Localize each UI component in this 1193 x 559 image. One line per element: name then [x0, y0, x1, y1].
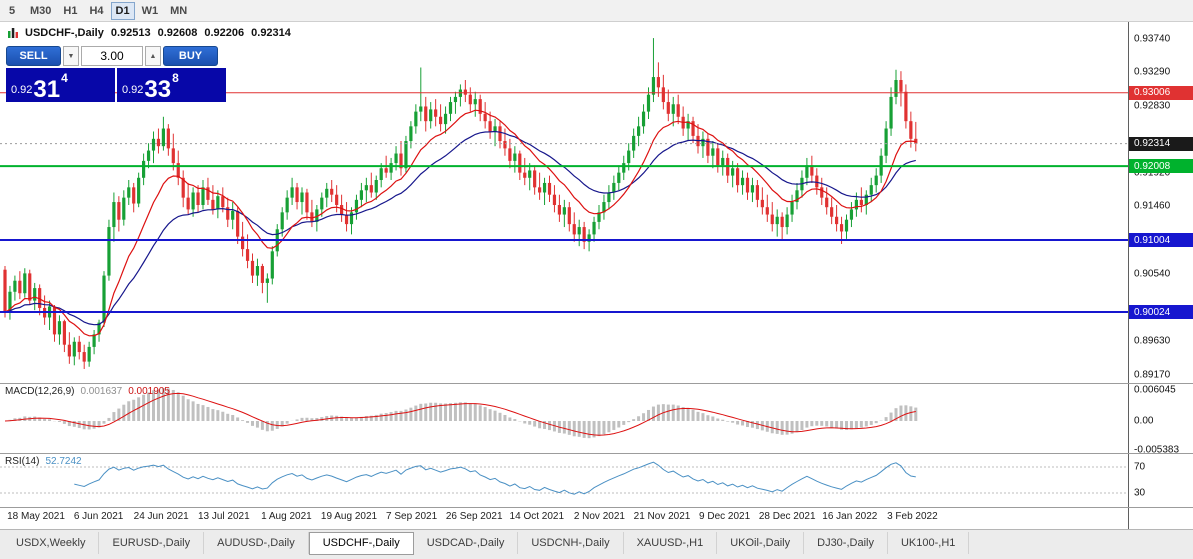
rsi-value: 52.7242 [45, 456, 82, 467]
price-tick: 0.93290 [1134, 66, 1171, 78]
time-axis-label: 13 Jul 2021 [197, 511, 250, 522]
chart-tab-uk100-h1[interactable]: UK100-,H1 [888, 532, 970, 554]
price-axis[interactable]: 0.937400.932900.928300.919200.914600.905… [1128, 22, 1193, 529]
timeframe-toolbar: 5 M30 H1 H4 D1 W1 MN [0, 0, 1193, 22]
pane-separator [0, 507, 1193, 508]
macd-axis-label: 0.006045 [1134, 384, 1176, 396]
time-axis-label: 6 Jun 2021 [73, 511, 124, 522]
rsi-indicator-label: RSI(14) 52.7242 [5, 456, 82, 467]
time-axis-label: 28 Dec 2021 [758, 511, 816, 522]
chart-tab-usdcnh-daily[interactable]: USDCNH-,Daily [518, 532, 624, 554]
ask-price-point: 8 [172, 71, 179, 85]
current-price-badge: 0.92314 [1129, 136, 1193, 151]
time-axis-label: 7 Sep 2021 [386, 511, 438, 522]
chart-title-line: USDCHF-,Daily 0.92513 0.92608 0.92206 0.… [8, 27, 291, 39]
timeframe-button-mn[interactable]: MN [170, 4, 188, 17]
chart-canvas[interactable] [0, 22, 1128, 507]
support-line-price-badge: 0.90024 [1129, 305, 1193, 320]
macd-indicator-label: MACD(12,26,9) 0.001637 0.001905 [5, 386, 170, 397]
support-line-price-badge: 0.91004 [1129, 233, 1193, 247]
price-tick: 0.93740 [1134, 33, 1171, 45]
one-click-trading-panel: SELL ▼ ▲ BUY 0.92 31 4 0.92 33 8 [6, 46, 226, 102]
volume-input[interactable] [81, 46, 143, 66]
chevron-down-icon: ▼ [67, 52, 75, 60]
time-axis[interactable]: 18 May 2021 6 Jun 2021 24 Jun 2021 13 Jul 2… [0, 507, 1128, 529]
time-axis-label: 19 Aug 2021 [320, 511, 378, 522]
macd-axis-label: 0.00 [1134, 415, 1154, 427]
macd-name: MACD(12,26,9) [5, 386, 75, 397]
time-axis-label: 26 Sep 2021 [445, 511, 503, 522]
price-tick: 0.92830 [1134, 100, 1171, 112]
time-axis-label: 18 May 2021 [7, 511, 65, 522]
ohlc-open: 0.92513 [110, 27, 151, 39]
bid-price-pips: 31 [33, 75, 61, 103]
chart-tab-dj30-daily[interactable]: DJ30-,Daily [804, 532, 888, 554]
symbol-name: USDCHF-,Daily [25, 27, 104, 39]
macd-main-value: 0.001637 [80, 386, 123, 397]
time-axis-label: 2 Nov 2021 [573, 511, 625, 522]
chart-icon [8, 28, 18, 38]
volume-stepper[interactable]: ▲ [145, 46, 161, 66]
bid-price-prefix: 0.92 [11, 84, 33, 96]
time-axis-label: 16 Jan 2022 [822, 511, 878, 522]
time-axis-label: 3 Feb 2022 [887, 511, 938, 522]
ohlc-high: 0.92608 [157, 27, 198, 39]
order-options-dropdown[interactable]: ▼ [63, 46, 79, 66]
chart-tab-bar: USDX,Weekly EURUSD-,Daily AUDUSD-,Daily USD… [0, 529, 1193, 559]
macd-axis-label: -0.005383 [1134, 444, 1180, 456]
timeframe-button-m30[interactable]: M30 [30, 4, 52, 17]
buy-button[interactable]: BUY [163, 46, 218, 66]
chart-tab-usdx-weekly[interactable]: USDX,Weekly [3, 532, 100, 554]
pane-separator[interactable] [0, 453, 1193, 454]
chart-tab-eurusd-daily[interactable]: EURUSD-,Daily [99, 532, 205, 554]
chart-tab-audusd-daily[interactable]: AUDUSD-,Daily [204, 532, 309, 554]
time-axis-label: 24 Jun 2021 [133, 511, 189, 522]
chart-tab-xauusd-h1[interactable]: XAUUSD-,H1 [624, 532, 718, 554]
timeframe-button-h1[interactable]: H1 [63, 4, 78, 17]
price-tick: 0.90540 [1134, 268, 1171, 280]
rsi-level-label: 70 [1134, 461, 1146, 473]
chevron-up-icon: ▲ [149, 52, 157, 60]
timeframe-button-h4[interactable]: H4 [89, 4, 104, 17]
timeframe-button-5[interactable]: 5 [8, 4, 16, 17]
price-tick: 0.89630 [1134, 335, 1171, 347]
ask-price-pips: 33 [144, 75, 172, 103]
resistance-line-price-badge: 0.93006 [1129, 85, 1193, 100]
ask-price-display[interactable]: 0.92 33 8 [117, 68, 226, 102]
time-axis-label: 9 Dec 2021 [699, 511, 751, 522]
price-tick: 0.89170 [1134, 369, 1171, 381]
timeframe-button-w1[interactable]: W1 [141, 4, 159, 17]
chart-tab-ukoil-daily[interactable]: UKOil-,Daily [717, 532, 805, 554]
time-axis-label: 21 Nov 2021 [633, 511, 691, 522]
rsi-name: RSI(14) [5, 456, 40, 467]
sell-button[interactable]: SELL [6, 46, 61, 66]
pane-separator[interactable] [0, 383, 1193, 384]
rsi-level-label: 30 [1134, 487, 1146, 499]
macd-signal-value: 0.001905 [128, 386, 170, 397]
bid-price-display[interactable]: 0.92 31 4 [6, 68, 115, 102]
timeframe-button-d1[interactable]: D1 [110, 1, 135, 20]
ask-price-prefix: 0.92 [122, 84, 144, 96]
price-tick: 0.91460 [1134, 200, 1171, 212]
time-axis-label: 1 Aug 2021 [261, 511, 312, 522]
support-line-price-badge: 0.92008 [1129, 159, 1193, 174]
bid-price-point: 4 [61, 71, 68, 85]
ohlc-close: 0.92314 [251, 27, 291, 39]
time-axis-label: 14 Oct 2021 [509, 511, 565, 522]
ohlc-low: 0.92206 [204, 27, 245, 39]
chart-tab-usdcad-daily[interactable]: USDCAD-,Daily [414, 532, 519, 554]
chart-tab-usdchf-daily[interactable]: USDCHF-,Daily [308, 532, 414, 555]
